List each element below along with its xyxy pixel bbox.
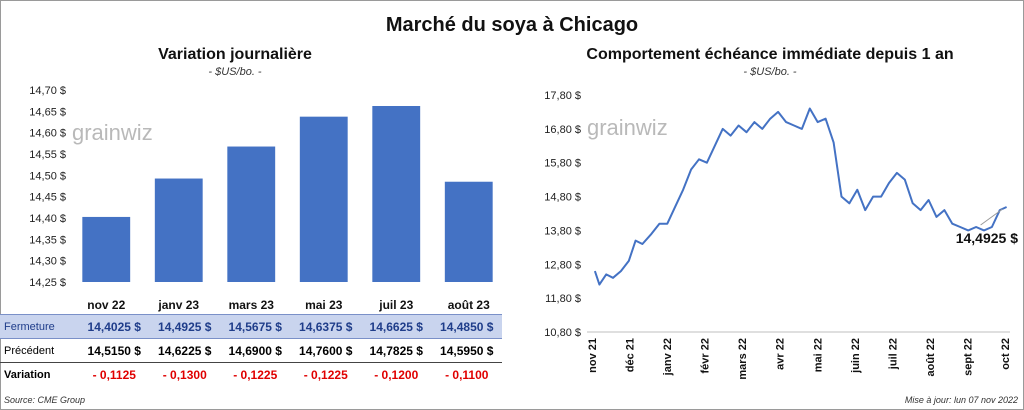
y-tick-label: 10,80 $	[544, 327, 581, 339]
y-tick-label: 14,30 $	[29, 256, 66, 268]
table-cell: 14,4850 $	[431, 314, 502, 339]
y-tick-label: 14,25 $	[29, 277, 66, 289]
watermark-logo: grainwiz	[587, 115, 668, 140]
x-tick-label: avr 22	[775, 338, 787, 370]
row-label: Variation	[4, 368, 51, 381]
table-cell: 14,6375 $	[290, 314, 361, 339]
table-cell: - 0,1300	[162, 367, 207, 382]
y-tick-label: 16,80 $	[544, 124, 581, 136]
table-row-close: Fermeture 14,4025 $ 14,4925 $ 14,5675 $ …	[0, 314, 502, 339]
bar	[154, 178, 203, 282]
row-label: Précédent	[0, 338, 79, 363]
table-cell: 14,6625 $	[361, 314, 432, 339]
y-tick-label: 14,70 $	[29, 85, 66, 97]
y-tick-label: 13,80 $	[544, 225, 581, 237]
y-tick-label: 14,65 $	[29, 106, 66, 118]
table-cell: 14,5150 $	[79, 338, 150, 363]
x-tick-label: août 23	[448, 298, 490, 312]
table-row-variation: Variation - 0,1125 - 0,1300 - 0,1225 - 0…	[0, 363, 502, 387]
table-row-previous: Précédent 14,5150 $ 14,6225 $ 14,6900 $ …	[0, 338, 502, 363]
line-chart-unit: - $US/bo. -	[743, 66, 797, 78]
y-tick-label: 14,35 $	[29, 234, 66, 246]
y-tick-label: 14,55 $	[29, 149, 66, 161]
update-note: Mise à jour: lun 07 nov 2022	[904, 395, 1018, 405]
bar	[372, 106, 421, 282]
table-cell: 14,4925 $	[149, 314, 220, 339]
x-tick-label: janv 22	[662, 338, 674, 376]
bar	[299, 116, 348, 282]
x-tick-label: sept 22	[962, 338, 974, 376]
table-cell: - 0,1100	[445, 367, 489, 382]
table-cell: 14,5950 $	[431, 338, 502, 363]
x-tick-label: mars 22	[737, 338, 749, 380]
y-tick-label: 14,45 $	[29, 192, 66, 204]
table-cell: - 0,1200	[374, 367, 419, 382]
y-tick-label: 14,40 $	[29, 213, 66, 225]
x-tick-label: juin 22	[850, 338, 862, 374]
annotation-leader	[980, 208, 1003, 226]
x-tick-label: nov 22	[87, 298, 125, 312]
x-tick-label: mars 23	[229, 298, 275, 312]
table-cell: 14,6225 $	[149, 338, 220, 363]
bar	[227, 146, 276, 282]
x-tick-label: août 22	[925, 338, 937, 377]
bar	[444, 181, 493, 282]
y-tick-label: 17,80 $	[544, 90, 581, 102]
x-tick-label: mai 23	[305, 298, 343, 312]
bar-chart: 14,25 $ 14,30 $ 14,35 $ 14,40 $ 14,45 $ 14,50…	[29, 85, 493, 312]
y-tick-label: 11,80 $	[545, 293, 581, 305]
y-tick-label: 14,80 $	[544, 192, 581, 204]
table-cell: 14,7600 $	[290, 338, 361, 363]
y-tick-label: 14,60 $	[29, 128, 66, 140]
bar	[82, 216, 131, 282]
price-table: Fermeture 14,4025 $ 14,4925 $ 14,5675 $ …	[0, 314, 502, 386]
y-tick-label: 12,80 $	[544, 259, 581, 271]
x-tick-label: déc 21	[625, 338, 637, 372]
x-tick-label: mai 22	[812, 338, 824, 372]
source-note: Source: CME Group	[4, 395, 86, 405]
table-cell: 14,5675 $	[220, 314, 291, 339]
table-cell: 14,6900 $	[220, 338, 291, 363]
x-tick-label: févr 22	[700, 338, 712, 373]
x-tick-label: janv 23	[157, 298, 199, 312]
row-label: Fermeture	[0, 314, 79, 339]
bar-chart-unit: - $US/bo. -	[208, 66, 262, 78]
table-cell: - 0,1125	[92, 367, 136, 382]
table-cell: - 0,1225	[303, 367, 348, 382]
x-tick-label: juil 22	[887, 338, 899, 370]
y-tick-label: 14,50 $	[29, 170, 66, 182]
x-tick-label: oct 22	[1000, 338, 1012, 370]
table-cell: 14,4025 $	[79, 314, 150, 339]
line-chart: 10,80 $ 11,80 $ 12,80 $ 13,80 $ 14,80 $ 15,80…	[544, 90, 1018, 380]
line-chart-title: Comportement échéance immédiate depuis 1…	[586, 46, 954, 63]
table-cell: - 0,1225	[233, 367, 278, 382]
table-cell: 14,7825 $	[361, 338, 432, 363]
page-title: Marché du soya à Chicago	[385, 14, 639, 36]
last-price-annotation: 14,4925 $	[956, 230, 1018, 246]
x-tick-label: juil 23	[378, 298, 413, 312]
watermark-logo: grainwiz	[72, 120, 153, 145]
x-tick-label: nov 21	[587, 338, 599, 373]
y-tick-label: 15,80 $	[544, 158, 581, 170]
bar-chart-title: Variation journalière	[158, 46, 312, 63]
series-line	[593, 107, 1008, 286]
